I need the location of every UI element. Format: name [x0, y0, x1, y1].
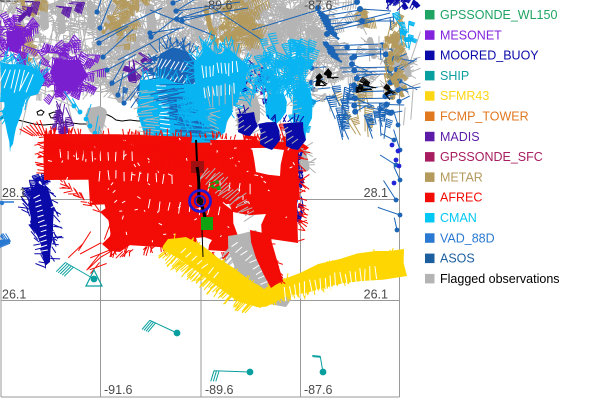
svg-text:Flagged observations: Flagged observations	[440, 272, 560, 286]
svg-text:26.1: 26.1	[2, 288, 26, 302]
svg-text:AFREC: AFREC	[440, 191, 482, 205]
svg-text:-87.6: -87.6	[304, 383, 333, 397]
svg-text:-89.6: -89.6	[204, 0, 233, 13]
svg-text:28.1: 28.1	[364, 186, 388, 200]
svg-text:VAD_88D: VAD_88D	[440, 231, 495, 245]
svg-text:SHIP: SHIP	[440, 69, 469, 83]
svg-text:-91.6: -91.6	[104, 383, 133, 397]
svg-text:26.1: 26.1	[364, 288, 388, 302]
svg-text:GPSSONDE_WL150: GPSSONDE_WL150	[440, 8, 557, 22]
svg-text:CMAN: CMAN	[440, 211, 477, 225]
svg-text:FCMP_TOWER: FCMP_TOWER	[440, 110, 529, 124]
svg-text:METAR: METAR	[440, 170, 483, 184]
svg-text:MESONET: MESONET	[440, 28, 502, 42]
svg-text:-89.6: -89.6	[205, 383, 234, 397]
svg-text:MOORED_BUOY: MOORED_BUOY	[440, 49, 539, 63]
svg-text:-87.6: -87.6	[304, 0, 333, 13]
svg-text:MADIS: MADIS	[440, 130, 480, 144]
svg-text:ASOS: ASOS	[440, 252, 475, 266]
svg-text:GPSSONDE_SFC: GPSSONDE_SFC	[440, 150, 543, 164]
svg-text:28.1: 28.1	[2, 186, 26, 200]
svg-text:SFMR43: SFMR43	[440, 89, 489, 103]
